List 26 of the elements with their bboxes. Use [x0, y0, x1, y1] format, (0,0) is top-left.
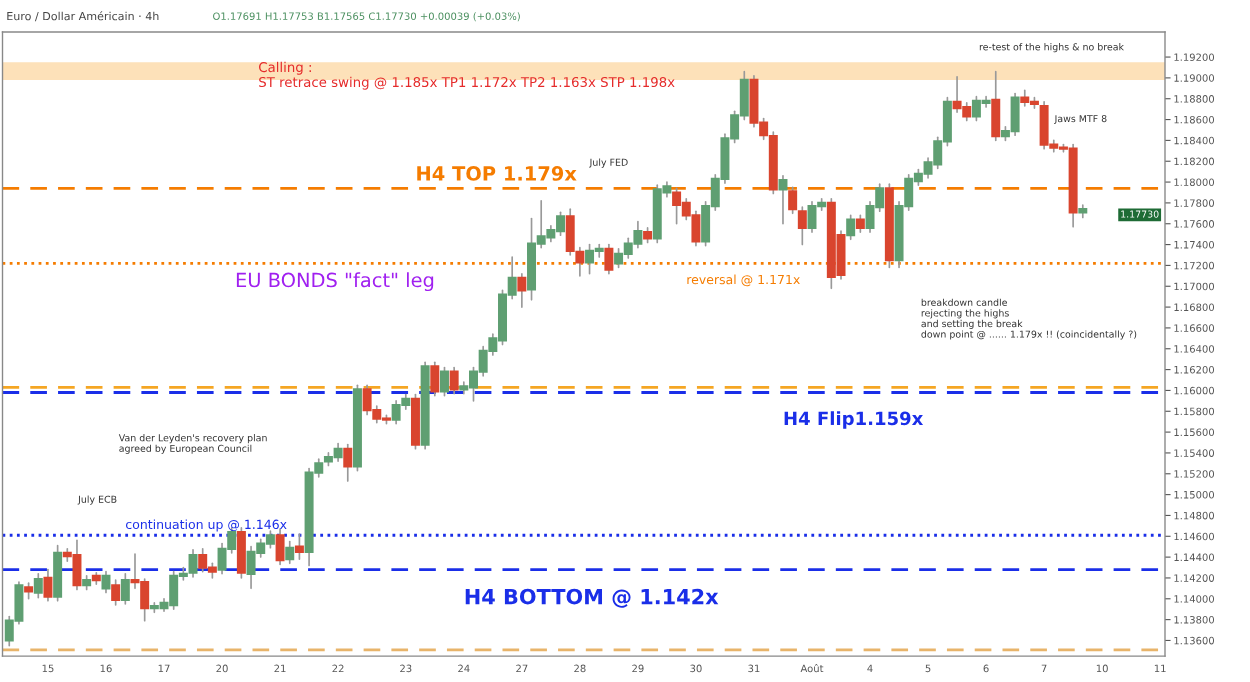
ref-line-label: H4 TOP 1.179x: [417, 166, 577, 181]
ref-line-label: H4 Flip1.159x: [784, 411, 924, 429]
candlestick: [846, 214, 856, 241]
candlestick: [797, 206, 807, 246]
candlestick: [991, 70, 1001, 142]
candlestick: [275, 528, 285, 566]
candlestick: [101, 570, 111, 594]
candlestick: [778, 174, 788, 225]
candlestick: [449, 366, 459, 395]
candlestick: [120, 572, 130, 605]
candlestick: [430, 361, 440, 397]
candlestick: [43, 568, 53, 602]
candlestick: [111, 579, 121, 606]
candlestick: [604, 243, 614, 275]
candlestick: [236, 527, 246, 579]
candlestick: [788, 186, 798, 215]
candlestick: [439, 366, 449, 397]
annotation: EU BONDS "fact" leg: [236, 272, 434, 292]
candlestick: [33, 572, 43, 599]
candlestick: [410, 393, 420, 450]
candlestick: [343, 443, 353, 482]
candlestick: [53, 544, 63, 602]
candlestick: [517, 272, 527, 308]
candlestick: [294, 533, 304, 561]
candlestick: [285, 540, 295, 565]
ref-line-label: H4 BOTTOM @ 1.142x: [465, 588, 719, 608]
